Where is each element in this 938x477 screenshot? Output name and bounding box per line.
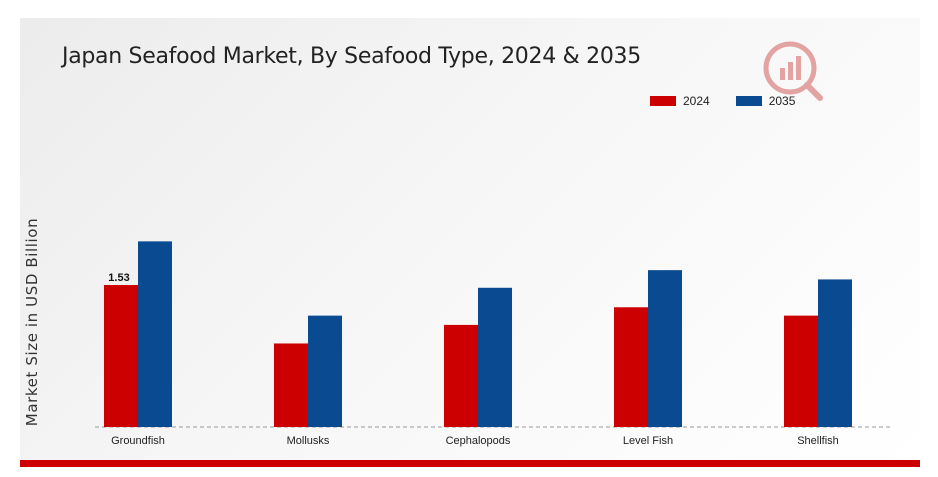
legend-swatch-2035: [735, 96, 762, 106]
legend: 2024 2035: [650, 94, 821, 108]
bar-2024-mollusks: [274, 343, 308, 427]
legend-label-2035: 2035: [768, 94, 796, 108]
bar-2024-level-fish: [614, 307, 648, 427]
x-tick-label-cephalopods: Cephalopods: [446, 435, 511, 447]
bar-2035-mollusks: [308, 315, 342, 427]
x-tick-label-shellfish: Shellfish: [797, 435, 839, 447]
bar-2035-shellfish: [818, 279, 852, 427]
bar-2035-level-fish: [648, 270, 682, 427]
data-label-2024-groundfish: 1.53: [108, 272, 129, 284]
legend-item-2024: 2024: [650, 94, 710, 108]
legend-item-2035: 2035: [735, 94, 796, 108]
bar-2035-groundfish: [138, 241, 172, 427]
x-tick-label-mollusks: Mollusks: [287, 435, 330, 447]
chart-title: Japan Seafood Market, By Seafood Type, 2…: [62, 44, 641, 69]
bar-2035-cephalopods: [478, 287, 512, 427]
bar-2024-cephalopods: [444, 324, 478, 427]
bottom-accent-bar: [20, 460, 920, 467]
market-research-logo-icon: [763, 41, 823, 101]
legend-swatch-2024: [650, 96, 676, 106]
legend-label-2024: 2024: [683, 94, 710, 108]
x-tick-label-level-fish: Level Fish: [623, 435, 673, 447]
bar-2024-groundfish: [104, 284, 138, 427]
bar-2024-shellfish: [784, 315, 818, 427]
x-tick-label-groundfish: Groundfish: [111, 435, 165, 447]
